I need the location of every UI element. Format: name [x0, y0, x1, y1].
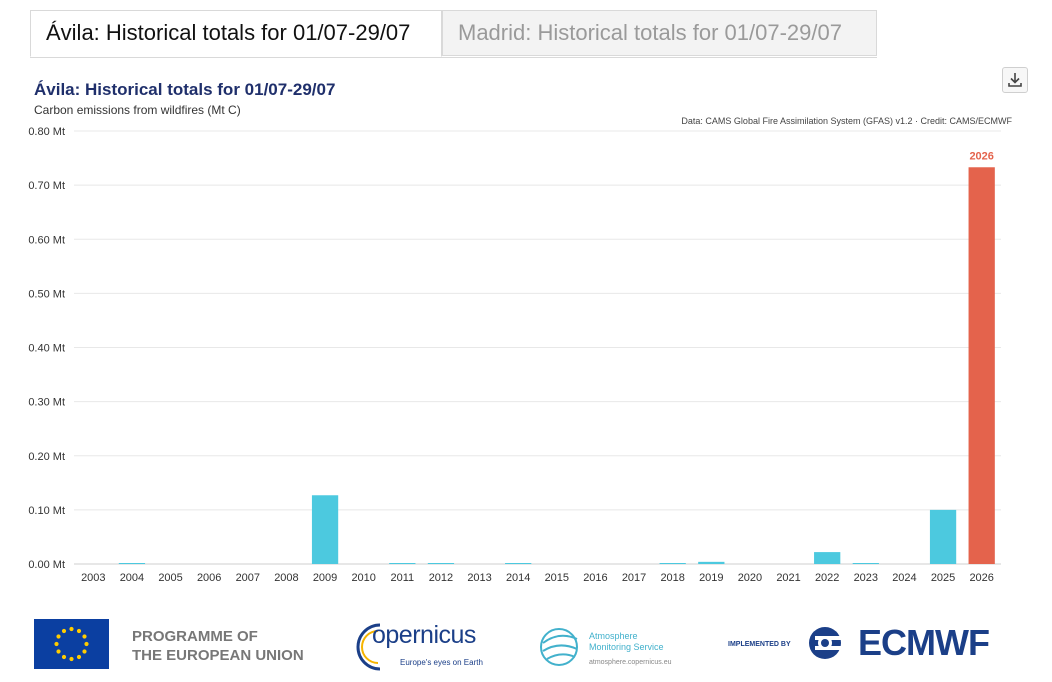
x-tick-label: 2026: [969, 572, 993, 584]
x-tick-label: 2012: [429, 572, 453, 584]
x-tick-label: 2025: [931, 572, 955, 584]
x-tick-label: 2020: [738, 572, 762, 584]
highlight-data-label: 2026: [969, 150, 993, 162]
ecmwf-wordmark: ECMWF: [858, 622, 990, 663]
x-tick-label: 2024: [892, 572, 916, 584]
download-icon: [1008, 73, 1022, 87]
eu-star: [82, 649, 87, 654]
x-tick-label: 2008: [274, 572, 298, 584]
atmosphere-label: Atmosphere Monitoring Service: [589, 631, 664, 653]
x-tick-label: 2017: [622, 572, 646, 584]
atmosphere-line-1: Atmosphere: [589, 631, 638, 641]
chart-title: Ávila: Historical totals for 01/07-29/07: [34, 80, 336, 99]
x-tick-label: 2014: [506, 572, 530, 584]
eu-line-1: PROGRAMME OF: [132, 628, 258, 645]
bar-2022: [814, 552, 841, 564]
eu-star: [82, 634, 87, 639]
x-tick-label: 2007: [236, 572, 260, 584]
copernicus-logo-icon: [356, 623, 381, 671]
y-tick-label: 0.30 Mt: [28, 397, 65, 409]
x-tick-label: 2016: [583, 572, 607, 584]
eu-star: [69, 626, 74, 632]
x-tick-label: 2006: [197, 572, 221, 584]
x-tick-label: 2010: [351, 572, 375, 584]
y-tick-label: 0.70 Mt: [28, 180, 65, 192]
eu-star: [76, 628, 82, 634]
copernicus-tagline: Europe's eyes on Earth: [400, 658, 483, 667]
x-tick-label: 2009: [313, 572, 337, 584]
bar-2018: [659, 563, 686, 564]
eu-star: [56, 634, 61, 639]
bar-2026: [968, 167, 995, 565]
footer: PROGRAMME OF THE EUROPEAN UNION opernicu…: [0, 605, 1052, 682]
y-tick-label: 0.20 Mt: [28, 451, 65, 463]
x-tick-label: 2018: [660, 572, 684, 584]
y-tick-label: 0.60 Mt: [28, 234, 65, 246]
x-tick-label: 2022: [815, 572, 839, 584]
eu-line-2: THE EUROPEAN UNION: [132, 647, 304, 664]
eu-star: [76, 654, 82, 660]
tab-madrid[interactable]: Madrid: Historical totals for 01/07-29/0…: [442, 10, 877, 56]
chart-credit: Data: CAMS Global Fire Assimilation Syst…: [681, 116, 1012, 126]
eu-flag-logo: [34, 619, 109, 669]
y-tick-label: 0.10 Mt: [28, 505, 65, 517]
eu-star: [54, 641, 59, 647]
bar-2012: [427, 563, 455, 564]
eu-stars-icon: [54, 626, 89, 662]
atmosphere-url: atmosphere.copernicus.eu: [589, 659, 672, 666]
x-tick-label: 2021: [776, 572, 800, 584]
x-tick-label: 2003: [81, 572, 105, 584]
bar-2019: [698, 561, 725, 564]
x-tick-label: 2015: [545, 572, 569, 584]
bar-2014: [505, 563, 532, 564]
tab-bar: Ávila: Historical totals for 01/07-29/07…: [30, 10, 877, 58]
bar-2004: [118, 563, 146, 564]
atmosphere-globe-icon: [540, 628, 578, 666]
eu-star: [61, 628, 67, 634]
x-tick-label: 2019: [699, 572, 723, 584]
y-tick-label: 0.40 Mt: [28, 343, 65, 355]
bar-2025: [929, 509, 957, 564]
ecmwf-logo-icon: [809, 627, 855, 659]
copernicus-wordmark: opernicus: [372, 621, 476, 649]
eu-programme-label: PROGRAMME OF THE EUROPEAN UNION: [132, 627, 304, 665]
download-button[interactable]: [1002, 67, 1028, 93]
bar-chart: 0.00 Mt 0.10 Mt 0.20 Mt 0.30 Mt 0.40 Mt 0.50 …: [28, 126, 1001, 584]
bar-2009: [311, 495, 339, 564]
y-tick-label: 0.50 Mt: [28, 288, 65, 300]
bar-2023: [852, 563, 879, 564]
eu-star: [84, 641, 89, 647]
implemented-by-label: IMPLEMENTED BY: [728, 641, 791, 648]
chart-subtitle: Carbon emissions from wildfires (Mt C): [34, 103, 241, 117]
x-tick-label: 2023: [854, 572, 878, 584]
eu-star: [69, 656, 74, 662]
x-tick-label: 2011: [390, 572, 414, 584]
atmosphere-line-2: Monitoring Service: [589, 642, 664, 652]
x-tick-label: 2004: [120, 572, 144, 584]
x-tick-label: 2005: [158, 572, 182, 584]
bar-2011: [389, 563, 416, 564]
y-tick-label: 0.00 Mt: [28, 559, 65, 571]
eu-star: [56, 649, 61, 654]
eu-star: [61, 654, 67, 660]
y-tick-label: 0.80 Mt: [28, 126, 65, 138]
x-tick-label: 2013: [467, 572, 491, 584]
tab-avila[interactable]: Ávila: Historical totals for 01/07-29/07: [30, 10, 442, 57]
